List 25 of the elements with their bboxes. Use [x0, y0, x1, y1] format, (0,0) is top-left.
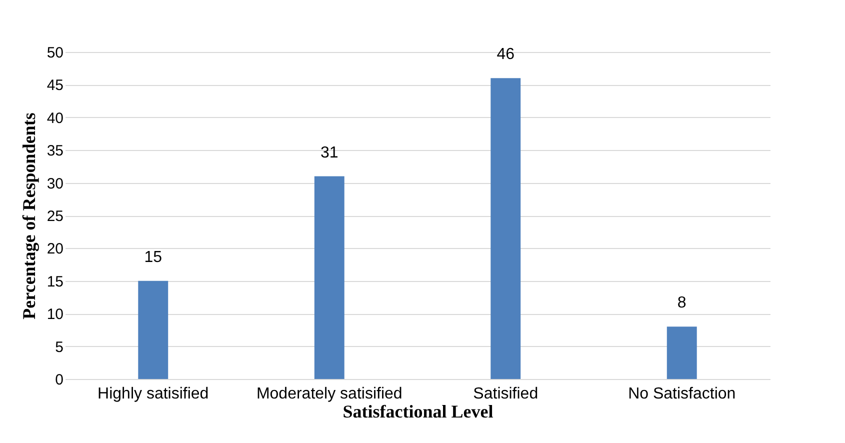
bar: [490, 78, 521, 379]
x-tick-label: Satisified: [473, 386, 538, 402]
y-tick-label: 25: [46, 208, 64, 225]
x-tick-label: Highly satisified: [98, 386, 209, 402]
bar: [666, 326, 697, 379]
data-label: 15: [144, 248, 162, 266]
bar: [314, 176, 344, 379]
data-label: 8: [677, 294, 686, 312]
y-tick-label: 10: [46, 306, 64, 324]
y-tick-label: 20: [46, 240, 64, 258]
y-tick-label: 35: [46, 142, 64, 160]
y-tick-label: 30: [46, 175, 64, 192]
y-tick-label: 0: [55, 372, 64, 388]
data-label: 46: [496, 46, 515, 64]
data-label: 31: [320, 144, 338, 162]
y-tick-label: 5: [55, 338, 64, 356]
y-tick-label: 15: [46, 273, 64, 290]
y-axis-title: Percentage of Respondents: [18, 112, 39, 320]
x-axis-title: Satisfactional Level: [342, 402, 494, 422]
y-tick-label: 45: [46, 77, 64, 94]
y-tick-label: 40: [46, 110, 64, 127]
y-tick-label: 50: [46, 44, 64, 62]
x-tick-label: No Satisfaction: [628, 386, 736, 402]
x-tick-label: Moderately satisified: [256, 386, 402, 402]
bar: [138, 280, 168, 379]
